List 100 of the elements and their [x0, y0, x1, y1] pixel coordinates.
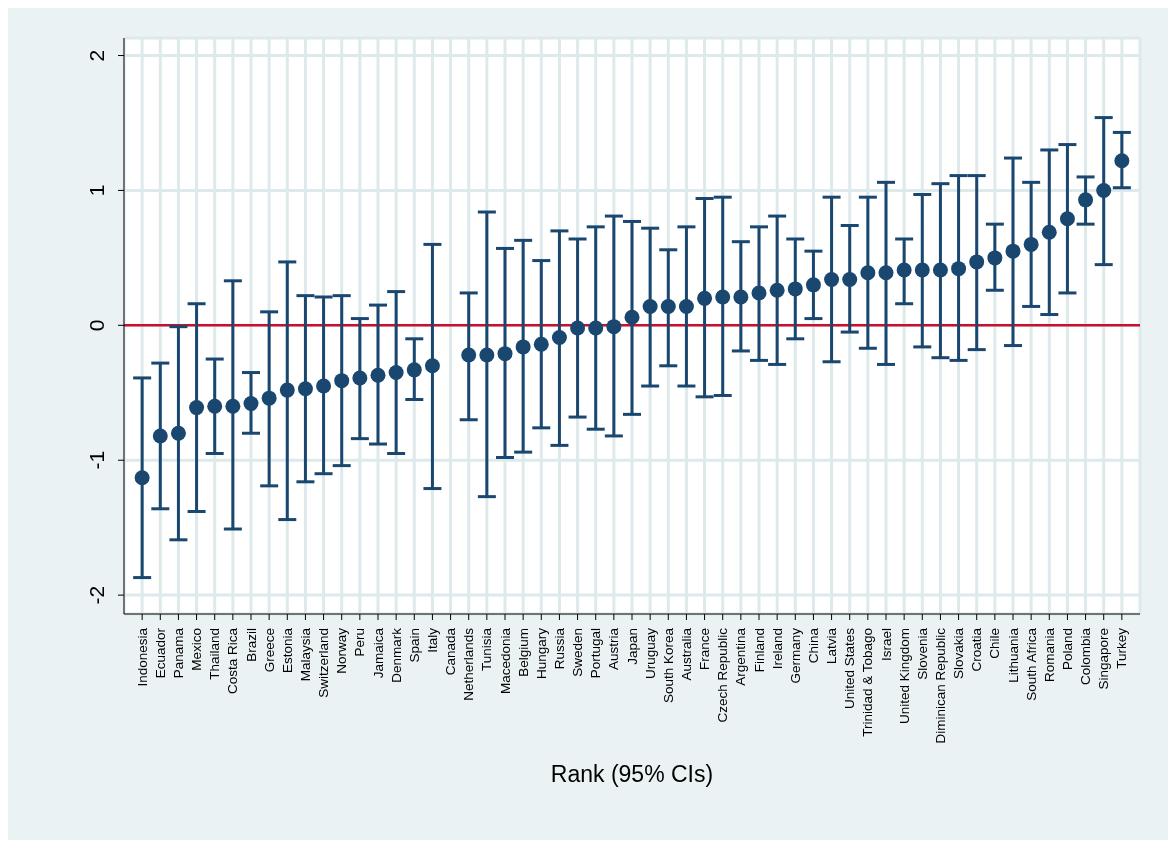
- point: [987, 250, 1003, 266]
- point: [1041, 224, 1057, 240]
- x-tick-label: Romania: [1041, 627, 1057, 683]
- y-tick-label: 1: [85, 184, 108, 197]
- x-tick-label: South Africa: [1023, 627, 1039, 701]
- point: [406, 362, 422, 378]
- x-tick-label: Canada: [443, 627, 459, 676]
- point: [424, 358, 440, 374]
- x-tick-label: Macedonia: [497, 627, 513, 695]
- x-tick-label: Ireland: [769, 628, 785, 670]
- point: [660, 298, 676, 314]
- point: [787, 281, 803, 297]
- x-tick-label: Panama: [170, 627, 186, 679]
- x-tick-label: Greece: [261, 628, 277, 673]
- x-tick-label: United States: [842, 627, 858, 710]
- point: [551, 329, 567, 345]
- point: [824, 271, 840, 287]
- x-tick-label: Denmark: [388, 627, 404, 683]
- x-tick-label: Israel: [878, 628, 894, 662]
- x-tick-label: Slovakia: [951, 627, 967, 680]
- point: [624, 309, 640, 325]
- x-tick-label: Peru: [352, 628, 368, 657]
- point: [805, 277, 821, 293]
- x-tick-label: Mexico: [189, 628, 205, 671]
- point: [134, 470, 150, 486]
- point: [751, 285, 767, 301]
- x-tick-label: Colombia: [1078, 627, 1094, 686]
- x-tick-label: Russia: [551, 627, 567, 670]
- point: [678, 298, 694, 314]
- y-tick-label: -1: [85, 450, 108, 470]
- point: [606, 319, 622, 335]
- point: [878, 265, 894, 281]
- x-tick-label: China: [805, 627, 821, 664]
- x-tick-label: Latvia: [824, 627, 840, 665]
- x-tick-label: Hungary: [533, 627, 549, 680]
- point: [588, 320, 604, 336]
- y-tick-label: -2: [85, 585, 108, 605]
- point: [461, 347, 477, 363]
- x-tick-label: Ecuador: [152, 627, 168, 679]
- x-tick-label: Brazil: [243, 628, 259, 662]
- point: [170, 425, 186, 441]
- x-tick-label: Japan: [624, 628, 640, 665]
- x-tick-label: Czech Republic: [715, 627, 731, 723]
- x-tick-label: Trinidad & Tobago: [860, 628, 876, 737]
- point: [1059, 211, 1075, 227]
- x-tick-label: Austria: [606, 627, 622, 671]
- x-tick-label: Tunisia: [479, 627, 495, 672]
- point: [515, 339, 531, 355]
- x-tick-label: Turkey: [1114, 627, 1130, 669]
- x-axis-title: Rank (95% CIs): [550, 761, 714, 787]
- point: [497, 346, 513, 362]
- point: [279, 382, 295, 398]
- x-tick-label: Thailand: [207, 628, 223, 680]
- x-tick-label: Norway: [334, 627, 350, 674]
- point: [352, 370, 368, 386]
- point: [860, 265, 876, 281]
- x-tick-label: Costa Rica: [225, 627, 241, 695]
- x-tick-label: Portugal: [588, 628, 604, 679]
- point: [316, 378, 332, 394]
- point: [243, 396, 259, 412]
- point: [896, 262, 912, 278]
- x-tick-label: Poland: [1059, 628, 1075, 671]
- point: [297, 381, 313, 397]
- point: [969, 254, 985, 270]
- point: [189, 400, 205, 416]
- x-tick-label: South Korea: [660, 627, 676, 704]
- point: [715, 289, 731, 305]
- x-tick-label: Croatia: [969, 627, 985, 672]
- point: [570, 320, 586, 336]
- x-tick-label: Australia: [678, 627, 694, 681]
- x-tick-label: Italy: [424, 627, 440, 653]
- x-tick-label: Diminican Republic: [932, 627, 948, 744]
- point: [1114, 153, 1130, 169]
- point: [642, 298, 658, 314]
- point: [1005, 243, 1021, 259]
- x-tick-label: Switzerland: [316, 628, 332, 698]
- x-tick-label: Estonia: [279, 627, 295, 674]
- x-tick-label: Malaysia: [297, 627, 313, 682]
- point: [334, 373, 350, 389]
- x-tick-label: Indonesia: [134, 627, 150, 687]
- x-tick-label: Jamaica: [370, 627, 386, 679]
- x-tick-label: United Kingdom: [896, 628, 912, 725]
- point: [370, 367, 386, 383]
- point: [388, 365, 404, 381]
- point: [1096, 182, 1112, 198]
- point: [1078, 192, 1094, 208]
- point: [769, 282, 785, 298]
- point: [914, 262, 930, 278]
- x-tick-label: Spain: [406, 628, 422, 663]
- point: [1023, 236, 1039, 252]
- x-tick-label: Argentina: [733, 627, 749, 686]
- y-tick-label: 0: [85, 319, 108, 332]
- x-tick-label: Finland: [751, 628, 767, 673]
- point: [479, 347, 495, 363]
- x-tick-label: Slovenia: [914, 627, 930, 680]
- y-tick-label: 2: [85, 49, 108, 62]
- point: [533, 336, 549, 352]
- x-tick-label: Belgium: [515, 628, 531, 677]
- point: [842, 271, 858, 287]
- x-tick-label: Singapore: [1096, 628, 1112, 690]
